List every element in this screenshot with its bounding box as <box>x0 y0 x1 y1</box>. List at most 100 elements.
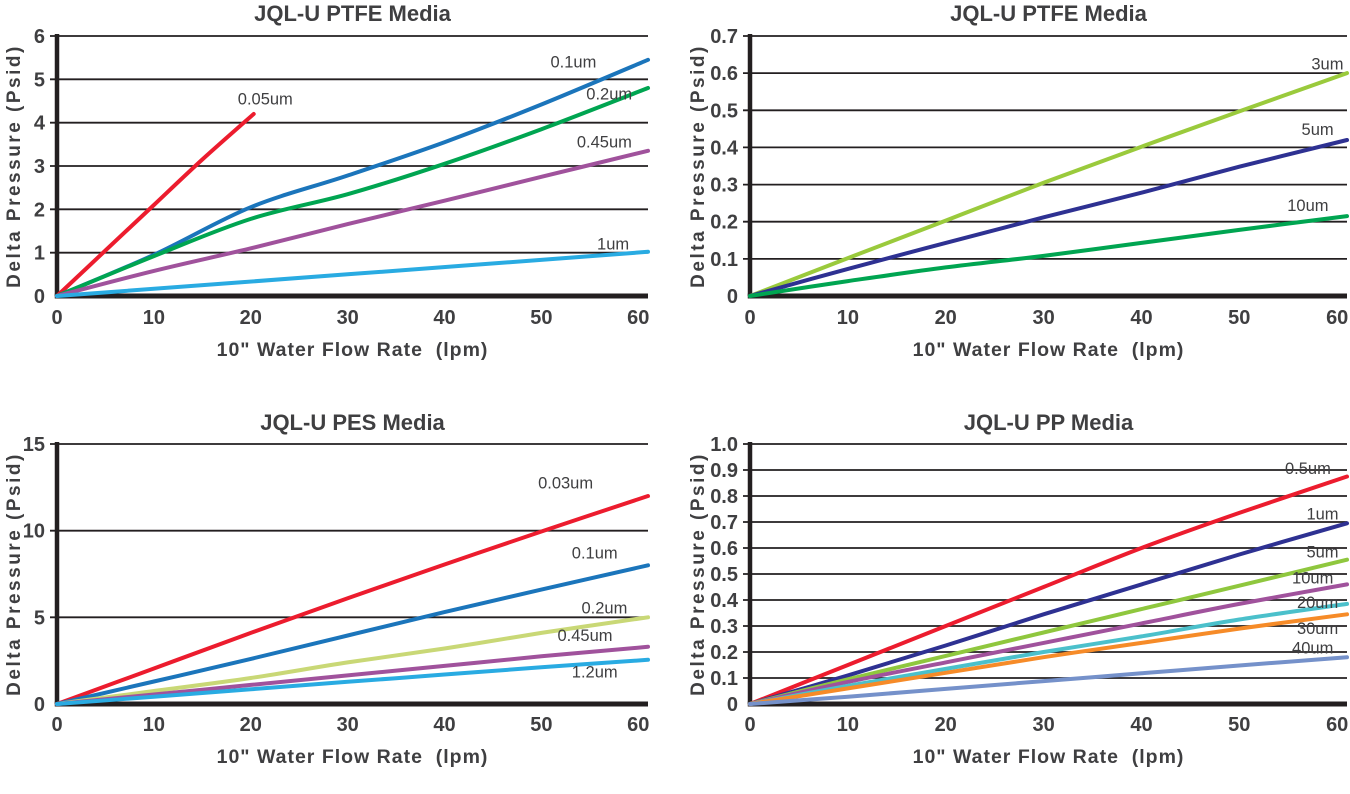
y-tick-label: 5 <box>34 607 45 629</box>
series-line-0-2um <box>55 86 650 298</box>
series-line-0-1um <box>55 563 650 706</box>
chart-title: JQL-U PES Media <box>260 410 445 435</box>
y-tick-label: 0.5 <box>710 564 738 586</box>
series-line-0-45um <box>55 148 650 298</box>
x-axis-label: 10" Water Flow Rate (lpm) <box>217 339 489 361</box>
series-line-10um <box>748 582 1349 706</box>
series-label-1um: 1um <box>1306 506 1338 524</box>
y-tick-label: 0.5 <box>710 100 738 122</box>
y-axis-label: Delta Pressure (Psid) <box>4 44 25 288</box>
y-tick-label: 0.3 <box>710 175 738 197</box>
chart-canvas-3: JQL-U PP Media 0 10 20 30 40 50 60 0 0.1 0.2 0.3 0.4… <box>688 410 1349 768</box>
y-axis-label: Delta Pressure (Psid) <box>688 44 709 288</box>
y-tick-label: 0.6 <box>710 538 738 560</box>
series-label-0-2um: 0.2um <box>586 86 632 104</box>
chart-title: JQL-U PTFE Media <box>254 1 452 26</box>
x-tick-label: 50 <box>530 307 552 329</box>
y-tick-label: 2 <box>34 199 45 221</box>
x-tick-label: 40 <box>1130 307 1152 329</box>
x-tick-label: 30 <box>1032 714 1054 736</box>
chart-cell-3-jql-u-pp-media: JQL-U PP Media 0 10 20 30 40 50 60 0 0.1 0.2 0.3 0.4… <box>675 397 1350 794</box>
y-tick-label: 6 <box>34 26 45 48</box>
chart-cell-1-jql-u-ptfe-media: JQL-U PTFE Media 0 10 20 30 40 50 60 0 0.1 0.2 0.3 0… <box>675 0 1350 397</box>
y-tick-label: 0.3 <box>710 616 738 638</box>
series-line-0-2um <box>55 615 650 706</box>
x-axis-label: 10" Water Flow Rate (lpm) <box>913 339 1185 361</box>
y-tick-label: 1.0 <box>710 434 738 456</box>
series-label-0-03um: 0.03um <box>538 475 593 493</box>
y-tick-label: 0 <box>34 694 45 716</box>
y-tick-label: 0 <box>34 286 45 308</box>
series-line-5um <box>748 557 1349 706</box>
series-line-3um <box>748 71 1349 298</box>
x-tick-label: 40 <box>433 307 455 329</box>
x-tick-label: 50 <box>1228 307 1250 329</box>
x-tick-label: 20 <box>935 714 957 736</box>
series-label-5um: 5um <box>1306 543 1338 561</box>
x-tick-label: 60 <box>1326 714 1348 736</box>
y-tick-label: 0.9 <box>710 460 738 482</box>
y-tick-label: 0.7 <box>710 512 738 534</box>
series-label-10um: 10um <box>1287 197 1328 215</box>
y-tick-label: 0.6 <box>710 63 738 85</box>
chart-title: JQL-U PTFE Media <box>950 1 1148 26</box>
x-tick-label: 0 <box>744 307 755 329</box>
y-tick-label: 0.8 <box>710 486 738 508</box>
series-line-0-03um <box>55 494 650 706</box>
y-tick-label: 0.4 <box>710 590 739 612</box>
series-label-10um: 10um <box>1292 569 1333 587</box>
y-tick-label: 0.7 <box>710 26 738 48</box>
y-tick-label: 0.2 <box>710 642 738 664</box>
series-line-20um <box>748 601 1349 706</box>
x-tick-label: 30 <box>1032 307 1054 329</box>
x-tick-label: 10 <box>837 714 859 736</box>
series-line-30um <box>748 612 1349 706</box>
x-tick-label: 50 <box>530 714 552 736</box>
x-tick-label: 60 <box>627 714 649 736</box>
series-line-1-2um <box>55 657 650 706</box>
series-label-3um: 3um <box>1311 55 1343 73</box>
series-line-40um <box>748 655 1349 706</box>
x-tick-label: 40 <box>433 714 455 736</box>
x-tick-label: 20 <box>240 714 262 736</box>
x-tick-label: 30 <box>337 714 359 736</box>
x-tick-label: 20 <box>935 307 957 329</box>
series-label-1um: 1um <box>597 236 629 254</box>
x-axis-label: 10" Water Flow Rate (lpm) <box>913 746 1185 768</box>
x-tick-label: 0 <box>51 307 62 329</box>
series-label-0-45um: 0.45um <box>577 134 632 152</box>
chart-canvas-1: JQL-U PTFE Media 0 10 20 30 40 50 60 0 0.1 0.2 0.3 0… <box>688 1 1349 361</box>
chart-cell-2-jql-u-pes-media: JQL-U PES Media 0 10 20 30 40 50 60 0 5 10 15 10" Wa… <box>0 397 675 794</box>
y-tick-label: 0.4 <box>710 137 739 159</box>
y-tick-label: 3 <box>34 156 45 178</box>
series-label-1-2um: 1.2um <box>572 663 618 681</box>
x-tick-label: 0 <box>744 714 755 736</box>
x-tick-label: 50 <box>1228 714 1250 736</box>
x-tick-label: 30 <box>337 307 359 329</box>
series-label-20um: 20um <box>1297 594 1338 612</box>
series-line-5um <box>748 138 1349 298</box>
y-tick-label: 0 <box>727 694 738 716</box>
chart-cell-0-jql-u-ptfe-media: JQL-U PTFE Media 0 10 20 30 40 50 60 0 1 2 3 4 5 6 10" … <box>0 0 675 397</box>
y-tick-label: 5 <box>34 69 45 91</box>
y-tick-label: 0.1 <box>710 249 738 271</box>
y-tick-label: 4 <box>34 113 46 135</box>
series-label-40um: 40um <box>1292 640 1333 658</box>
series-line-0-05um <box>55 112 256 298</box>
series-line-0-45um <box>55 644 650 706</box>
series-label-0-05um: 0.05um <box>238 90 293 108</box>
x-tick-label: 10 <box>837 307 859 329</box>
chart-title: JQL-U PP Media <box>964 410 1134 435</box>
y-tick-label: 0 <box>727 286 738 308</box>
y-tick-label: 15 <box>23 434 45 456</box>
series-line-1um <box>748 521 1349 706</box>
series-line-10um <box>748 214 1349 298</box>
x-tick-label: 60 <box>627 307 649 329</box>
series-label-0-45um: 0.45um <box>557 627 612 645</box>
series-label-0-5um: 0.5um <box>1285 460 1331 478</box>
y-tick-label: 0.1 <box>710 668 738 690</box>
y-axis-label: Delta Pressure (Psid) <box>4 452 25 696</box>
y-axis-label: Delta Pressure (Psid) <box>688 452 709 696</box>
